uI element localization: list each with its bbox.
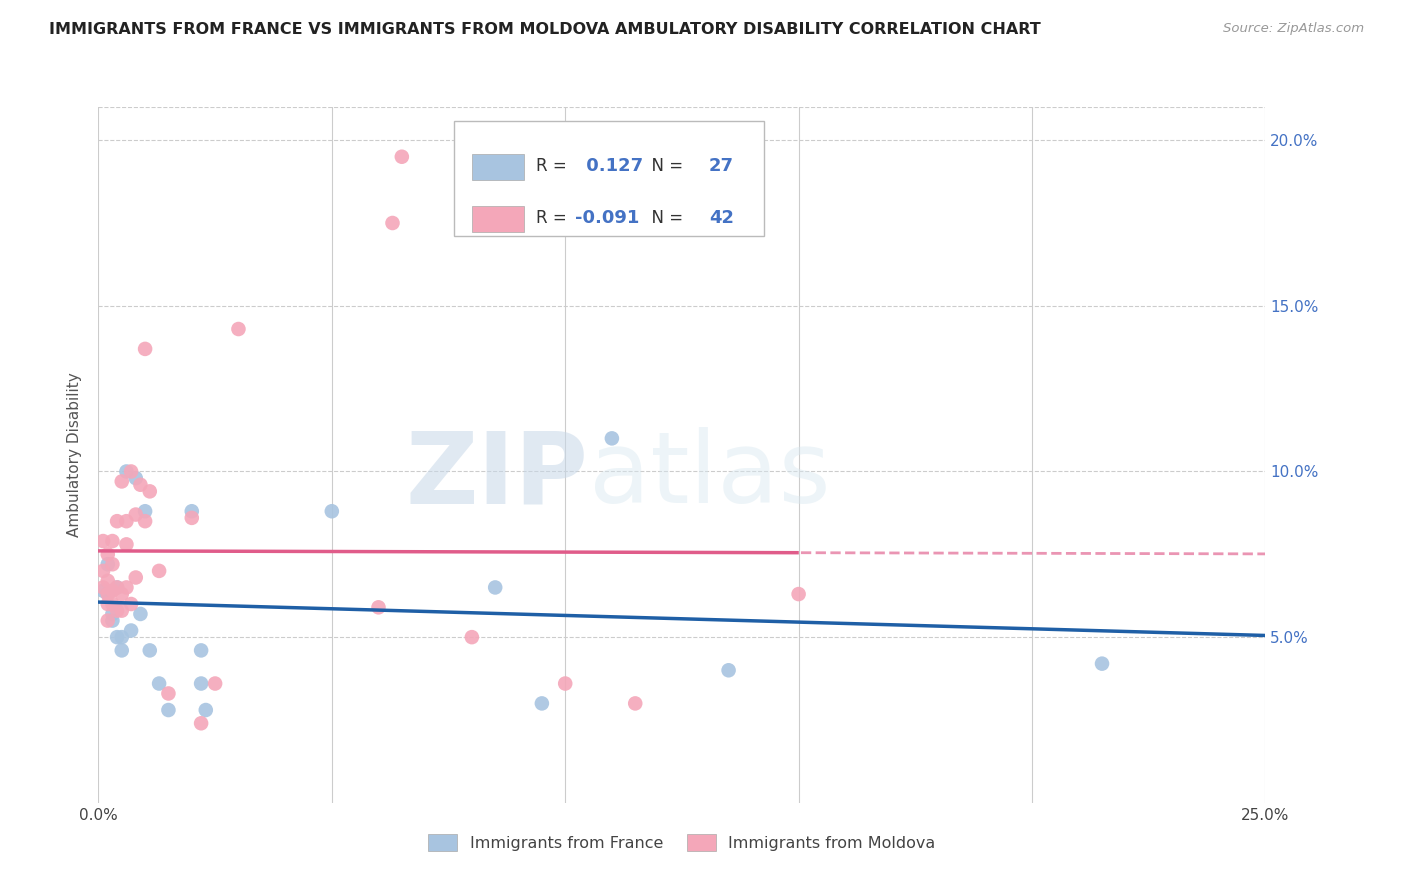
Y-axis label: Ambulatory Disability: Ambulatory Disability xyxy=(67,373,83,537)
Point xyxy=(180,504,202,518)
Point xyxy=(105,514,128,528)
Text: -0.091: -0.091 xyxy=(575,210,638,227)
Point xyxy=(367,600,389,615)
Point xyxy=(190,643,212,657)
Point xyxy=(180,511,202,525)
Point xyxy=(111,630,134,644)
Point xyxy=(125,471,148,485)
Point xyxy=(101,534,124,549)
FancyBboxPatch shape xyxy=(472,153,524,180)
Text: IMMIGRANTS FROM FRANCE VS IMMIGRANTS FROM MOLDOVA AMBULATORY DISABILITY CORRELAT: IMMIGRANTS FROM FRANCE VS IMMIGRANTS FRO… xyxy=(49,22,1040,37)
Point xyxy=(321,504,343,518)
Point xyxy=(115,465,138,479)
Point xyxy=(204,676,226,690)
Point xyxy=(91,583,114,598)
Point xyxy=(97,574,120,588)
Point xyxy=(157,703,180,717)
Point xyxy=(157,686,180,700)
Point xyxy=(1091,657,1114,671)
Point xyxy=(139,484,162,499)
Point xyxy=(530,697,553,711)
Legend: Immigrants from France, Immigrants from Moldova: Immigrants from France, Immigrants from … xyxy=(422,828,942,857)
Text: 27: 27 xyxy=(709,157,734,175)
FancyBboxPatch shape xyxy=(472,206,524,232)
Text: R =: R = xyxy=(536,157,572,175)
Point xyxy=(120,597,142,611)
Point xyxy=(129,607,152,621)
Point xyxy=(111,604,134,618)
Point xyxy=(600,431,623,445)
Point xyxy=(105,581,128,595)
Point xyxy=(101,614,124,628)
Point xyxy=(111,587,134,601)
Point xyxy=(461,630,484,644)
Point xyxy=(97,558,120,572)
Point xyxy=(101,607,124,621)
Point xyxy=(115,537,138,551)
Point xyxy=(717,663,740,677)
Point xyxy=(115,581,138,595)
Text: N =: N = xyxy=(641,210,689,227)
Point xyxy=(228,322,250,336)
Point xyxy=(484,581,506,595)
Point xyxy=(91,564,114,578)
Point xyxy=(134,504,156,518)
Point xyxy=(91,581,114,595)
Point xyxy=(134,342,156,356)
Point xyxy=(391,150,413,164)
Point xyxy=(554,676,576,690)
FancyBboxPatch shape xyxy=(454,121,763,235)
Point xyxy=(624,697,647,711)
Point xyxy=(125,570,148,584)
Point xyxy=(129,477,152,491)
Point xyxy=(105,630,128,644)
Point xyxy=(148,676,170,690)
Point xyxy=(190,676,212,690)
Point xyxy=(111,475,134,489)
Point xyxy=(139,643,162,657)
Point xyxy=(101,597,124,611)
Point xyxy=(101,558,124,572)
Text: Source: ZipAtlas.com: Source: ZipAtlas.com xyxy=(1223,22,1364,36)
Point xyxy=(134,514,156,528)
Point xyxy=(120,624,142,638)
Point xyxy=(97,587,120,601)
Point xyxy=(381,216,404,230)
Point xyxy=(97,614,120,628)
Point xyxy=(105,581,128,595)
Point xyxy=(97,587,120,601)
Point xyxy=(105,604,128,618)
Text: 42: 42 xyxy=(709,210,734,227)
Text: N =: N = xyxy=(641,157,689,175)
Point xyxy=(115,514,138,528)
Point xyxy=(148,564,170,578)
Point xyxy=(91,534,114,549)
Point xyxy=(101,583,124,598)
Point xyxy=(111,643,134,657)
Point xyxy=(120,465,142,479)
Point xyxy=(787,587,810,601)
Text: atlas: atlas xyxy=(589,427,830,524)
Point xyxy=(97,597,120,611)
Text: ZIP: ZIP xyxy=(406,427,589,524)
Point xyxy=(125,508,148,522)
Point xyxy=(194,703,217,717)
Text: R =: R = xyxy=(536,210,572,227)
Point xyxy=(97,547,120,561)
Text: 0.127: 0.127 xyxy=(581,157,644,175)
Point xyxy=(190,716,212,731)
